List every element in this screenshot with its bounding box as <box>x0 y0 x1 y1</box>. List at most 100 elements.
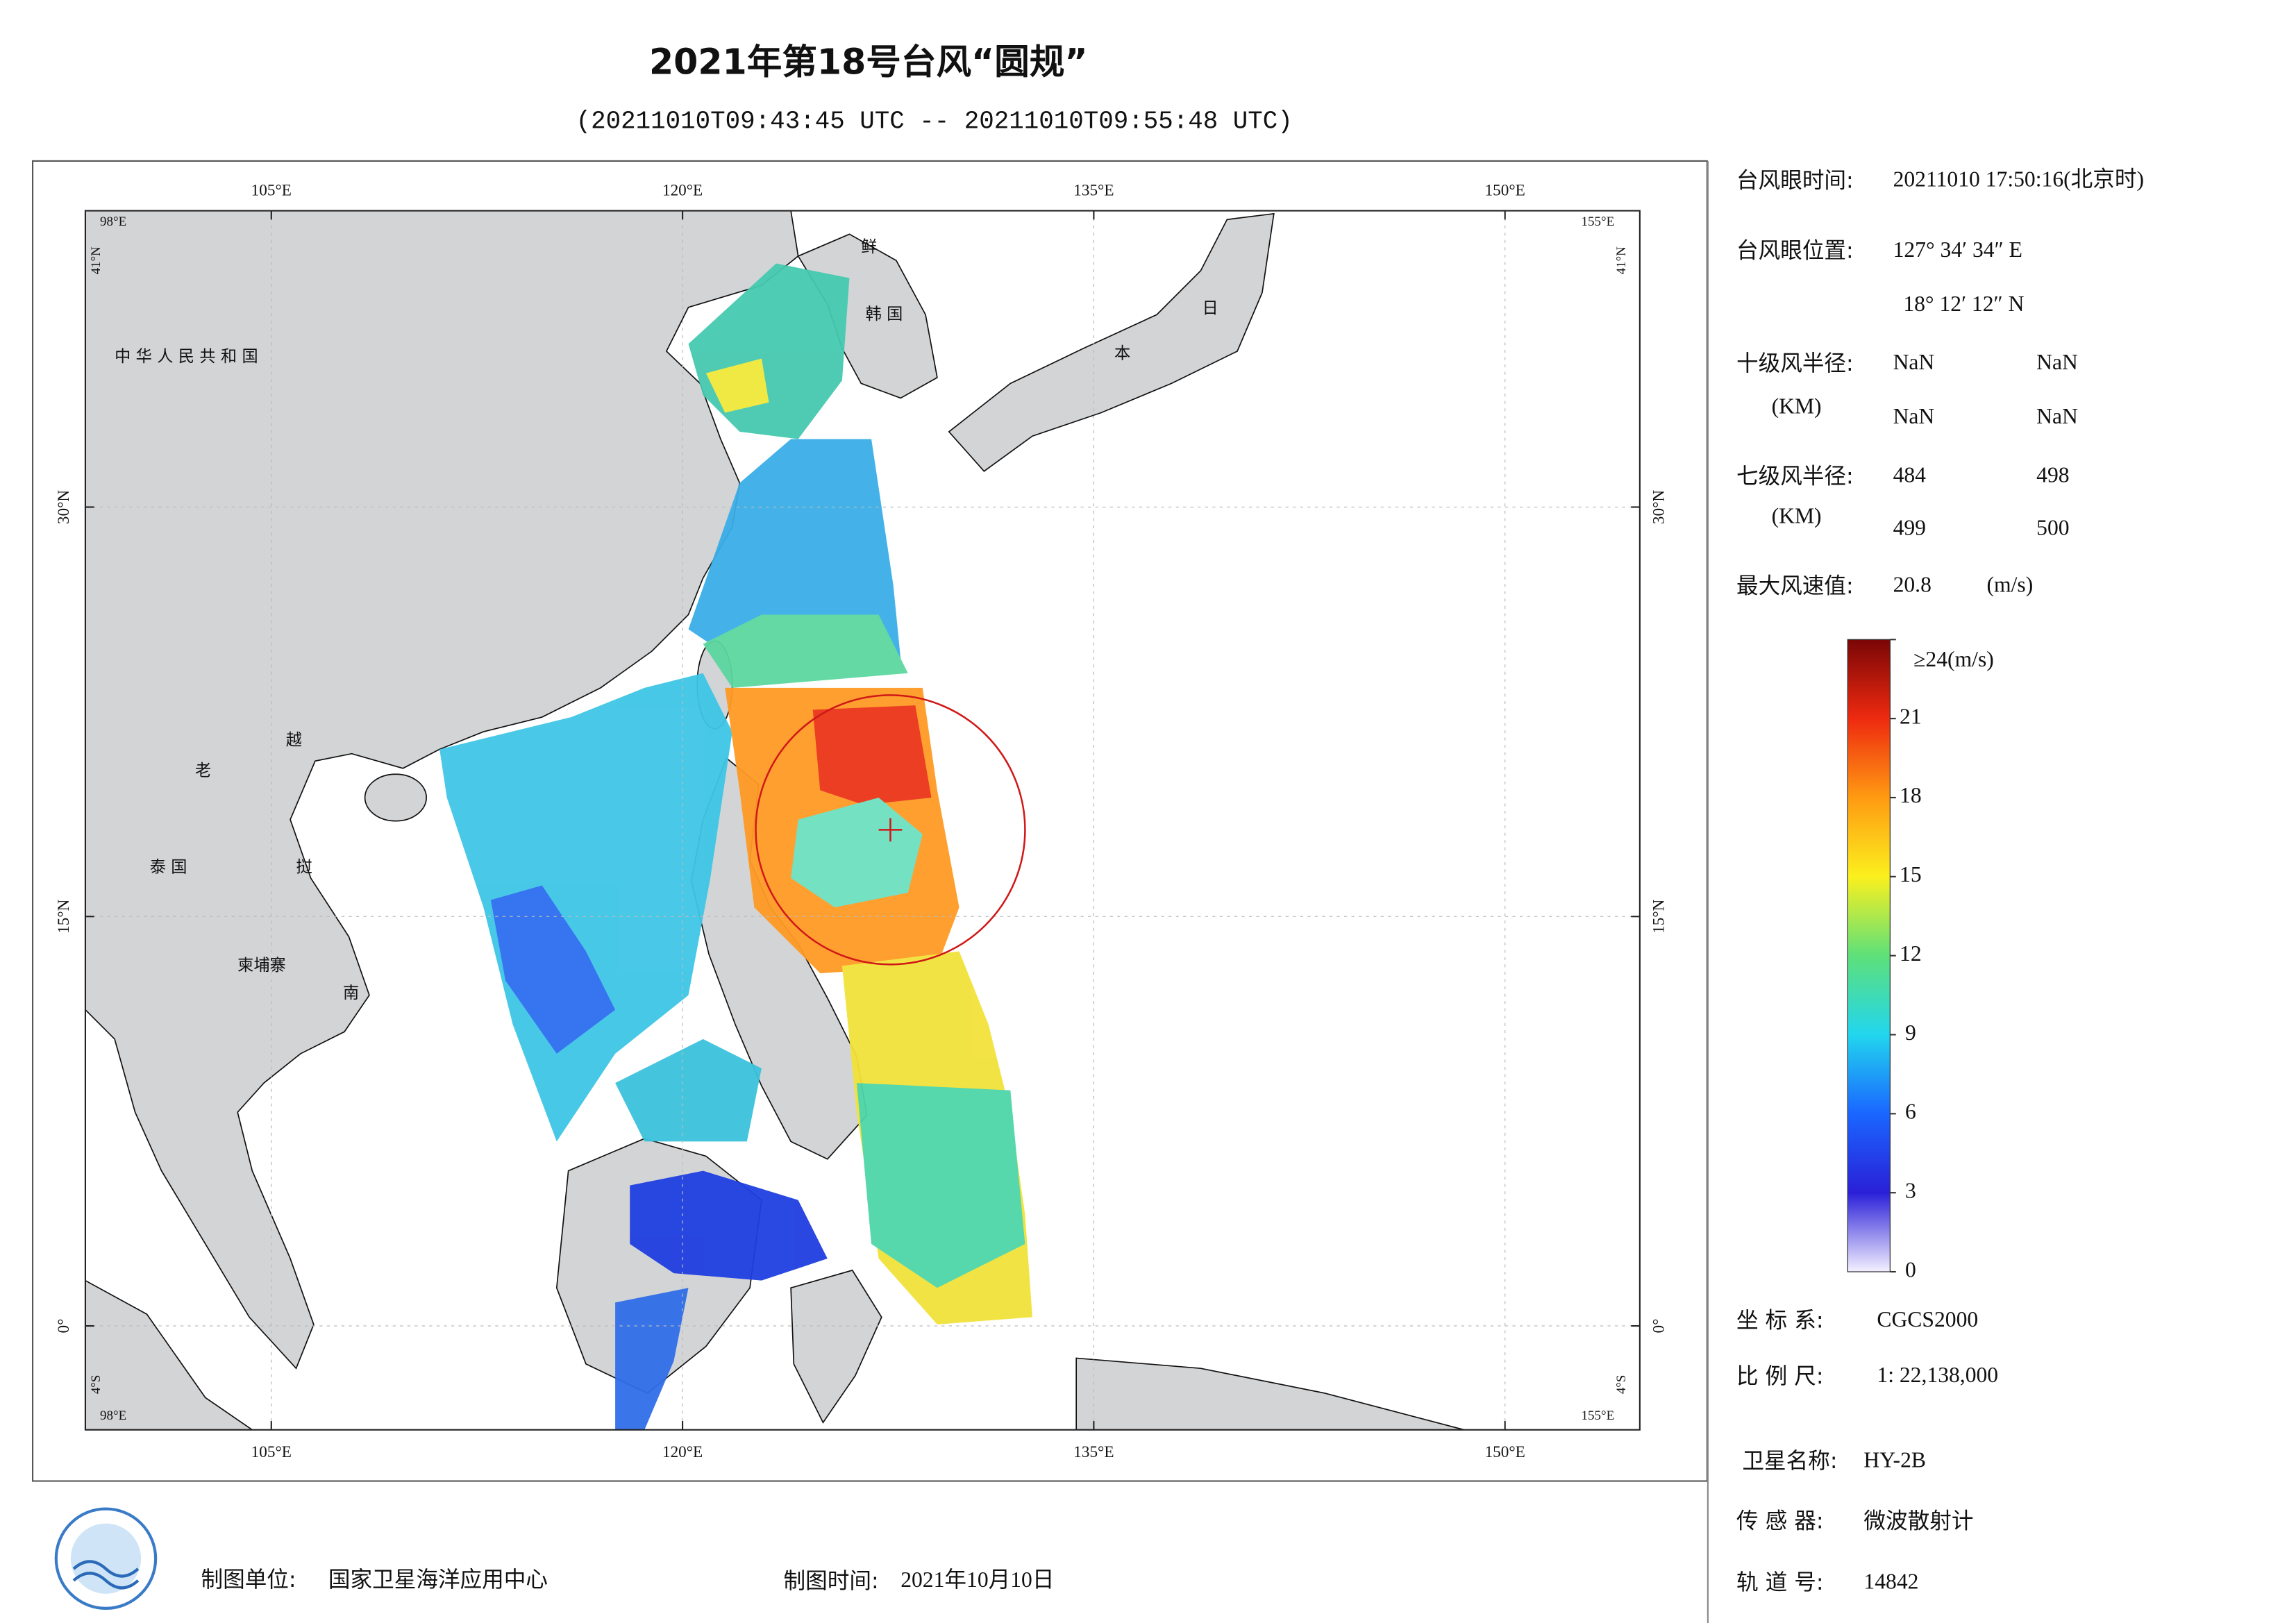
wind-north-yellow <box>705 358 769 413</box>
map-area: 中 华 人 民 共 和 国 老 越 泰 国 挝 柬埔寨 南 鲜 韩 国 日 本 <box>85 210 1640 1430</box>
corner-label: 4°S <box>89 1375 103 1395</box>
info-panel: 台风眼时间: 20211010 17:50:16(北京时) 台风眼位置: 127… <box>1736 167 2144 1595</box>
map-axes: 105°E 105°E 120°E 120°E 135°E 135°E 150°E 150°E… <box>55 182 1668 1461</box>
corner-label: 98°E <box>100 215 126 229</box>
footer-label: 制图单位: <box>201 1567 296 1592</box>
lon-tick-label: 150°E <box>1485 1443 1525 1461</box>
subtitle: (20211010T09:43:45 UTC -- 20211010T09:55… <box>576 107 1293 135</box>
lat-tick-label: 30°N <box>1650 490 1668 524</box>
info-value: CGCS2000 <box>1877 1307 1978 1331</box>
sumatra <box>85 1279 253 1430</box>
panel-divider <box>1707 160 1709 1623</box>
footer-value: 国家卫星海洋应用中心 <box>328 1567 548 1592</box>
logo-globe <box>70 1523 142 1594</box>
wind-core <box>812 705 932 805</box>
info-value: 127° 34′ 34″ E <box>1893 237 2022 262</box>
footer-value: 2021年10月10日 <box>900 1567 1054 1592</box>
hainan <box>364 773 427 822</box>
info-value: 1: 22,138,000 <box>1877 1363 1998 1387</box>
info-label: 七级风半径: <box>1736 464 1854 489</box>
sulawesi <box>790 1269 882 1424</box>
lon-tick-label: 150°E <box>1485 182 1525 200</box>
wind-sea-south <box>615 1288 689 1430</box>
wind-west <box>439 673 732 1142</box>
corner-label: 4°S <box>1614 1375 1629 1395</box>
info-label: 台风眼时间: <box>1736 168 1854 193</box>
place-label: 日 <box>1203 298 1218 317</box>
typhoon-eye-marker <box>878 818 903 842</box>
wind-borneo-blue <box>630 1170 828 1281</box>
lat-tick-label: 30°N <box>55 490 73 524</box>
place-label: 柬埔寨 <box>237 956 286 975</box>
info-value: NaN <box>1893 350 1935 374</box>
info-unit: (KM) <box>1772 504 1822 528</box>
place-label: 韩 国 <box>866 305 903 323</box>
lat-tick-label: 15°N <box>1650 899 1668 933</box>
colorbar-tick-label: 18 <box>1900 783 1922 807</box>
info-label: 台风眼位置: <box>1736 239 1854 264</box>
colorbar-tick-label: 21 <box>1900 704 1922 728</box>
lon-tick-label: 120°E <box>662 1443 703 1461</box>
info-value: 18° 12′ 12″ N <box>1903 292 2024 316</box>
logo-waves <box>72 1560 140 1590</box>
lon-tick-label: 135°E <box>1073 182 1114 200</box>
colorbar-tick-label: ≥24(m/s) <box>1913 647 1994 671</box>
info-value: 484 <box>1893 463 1927 487</box>
wind-west-blue <box>490 885 616 1054</box>
info-value: 20211010 17:50:16(北京时) <box>1893 167 2144 192</box>
place-label: 挝 <box>296 858 312 877</box>
footer-label: 制图时间: <box>784 1569 879 1594</box>
place-label: 本 <box>1114 344 1130 363</box>
lon-tick-label: 135°E <box>1073 1443 1114 1461</box>
place-label: 泰 国 <box>150 858 187 877</box>
asia-mainland <box>85 210 799 1370</box>
corner-label: 41°N <box>1614 246 1629 275</box>
title: 2021年第18号台风“圆规” <box>649 41 1088 82</box>
colorbar-tick-label: 3 <box>1905 1178 1916 1202</box>
place-label: 中 华 人 民 共 和 国 <box>115 347 258 366</box>
info-value: 14842 <box>1863 1569 1918 1593</box>
lon-tick-label: 105°E <box>251 1443 292 1461</box>
info-value: NaN <box>2036 404 2078 428</box>
japan <box>948 212 1275 472</box>
colorbar-tick-label: 9 <box>1905 1020 1916 1045</box>
info-label: 坐 标 系: <box>1736 1309 1824 1334</box>
wind-south-green <box>856 1083 1025 1288</box>
wind-radius-circle <box>755 694 1026 966</box>
wind-middle-green <box>703 614 908 688</box>
info-unit: (m/s) <box>1987 573 2034 597</box>
info-label: 最大风速值: <box>1736 573 1854 598</box>
info-label: 比 例 尺: <box>1736 1364 1824 1389</box>
lat-tick-label: 15°N <box>55 899 73 933</box>
corner-label: 155°E <box>1582 215 1615 229</box>
colorbar-tick-label: 12 <box>1900 941 1922 966</box>
lat-tick-label: 0° <box>1650 1319 1668 1334</box>
logo <box>54 1507 158 1611</box>
info-value: 499 <box>1893 515 1926 539</box>
new-guinea <box>1075 1357 1465 1430</box>
info-unit: (KM) <box>1772 394 1822 418</box>
info-label: 轨 道 号: <box>1736 1570 1824 1595</box>
place-label: 老 <box>195 762 211 780</box>
colorbar-tick-label: 15 <box>1900 862 1922 886</box>
colorbar-ramp <box>1847 639 1891 1272</box>
info-value: 498 <box>2036 463 2069 487</box>
colorbar: 0 3 6 9 12 15 18 21 ≥24(m/s) <box>1847 639 1994 1281</box>
info-value: NaN <box>2036 350 2078 374</box>
info-value: 微波散射计 <box>1863 1509 1973 1534</box>
info-label: 十级风半径: <box>1736 351 1854 376</box>
colorbar-tick-label: 6 <box>1905 1100 1916 1124</box>
lat-tick-label: 0° <box>55 1319 73 1334</box>
corner-label: 98°E <box>100 1408 126 1423</box>
info-value: HY-2B <box>1863 1447 1926 1472</box>
corner-label: 155°E <box>1582 1408 1615 1423</box>
graticule <box>85 210 1640 1430</box>
corner-label: 41°N <box>89 246 103 275</box>
info-value: NaN <box>1893 404 1935 428</box>
map-frame <box>84 210 1641 1431</box>
info-label: 传 感 器: <box>1736 1509 1824 1534</box>
place-label: 越 <box>286 730 302 749</box>
colorbar-tick-label: 0 <box>1905 1257 1916 1281</box>
info-value: 500 <box>2036 515 2069 539</box>
